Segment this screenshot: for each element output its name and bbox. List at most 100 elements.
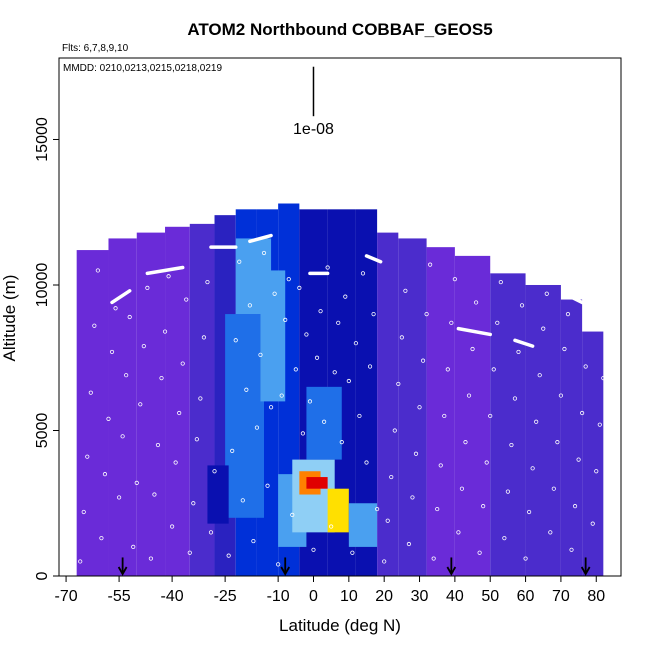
x-tick-label: -25 [214,588,237,605]
data-point [346,378,351,384]
data-point [470,346,475,352]
y-axis-label: Altitude (m) [0,275,19,362]
data-point [173,460,178,465]
data-point [512,396,518,401]
data-point [551,486,556,491]
heat-cell [76,250,109,576]
data-point [286,277,291,282]
x-tick-label: 80 [587,588,605,605]
data-point [389,474,394,480]
data-point [276,562,281,567]
x-tick-label: -55 [108,588,131,605]
data-point [152,492,157,497]
x-tick-label: 30 [411,588,429,605]
data-point [230,448,235,453]
data-point [449,320,454,325]
data-point [413,451,419,456]
arrow-head [580,566,591,576]
tropopause-layer [110,233,584,348]
data-point [580,410,585,416]
heat-cell [582,331,604,576]
chart-title: ATOM2 Northbound COBBAF_GEOS5 [187,20,492,39]
data-point [261,250,267,256]
data-point [527,509,532,515]
data-point [300,431,305,436]
tropopause-segment [110,289,132,305]
x-tick-label: 10 [340,588,358,605]
data-point [428,262,433,267]
data-point [244,387,249,392]
data-point [495,320,500,325]
scale-bar: 1e-08 [293,66,334,138]
data-point [541,326,546,331]
data-point [293,367,298,372]
data-point [463,440,468,445]
data-point [523,556,528,561]
data-point [131,544,136,549]
data-point [534,419,539,424]
data-point [187,550,192,555]
arrows-layer [117,557,591,576]
data-point [208,530,214,535]
data-point [124,373,129,378]
data-point [519,303,525,308]
data-point [392,428,397,433]
data-point [170,524,175,529]
heat-cell [426,247,455,576]
data-point [106,416,111,421]
data-point [191,501,196,506]
data-point [375,506,380,512]
heat-cell [398,238,427,576]
data-point [148,556,153,561]
data-point [145,285,150,290]
data-point [537,373,542,378]
data-point [569,547,574,552]
x-tick-label: 70 [552,588,570,605]
data-point [406,541,412,547]
data-point [226,553,231,558]
x-tick-label: -40 [161,588,184,605]
data-point [251,538,256,544]
data-point [258,352,263,357]
tropopause-segment [145,265,185,276]
data-point [325,265,330,270]
heat-cell [377,232,399,576]
data-point [456,530,461,535]
data-point [329,524,334,529]
arrow-head [117,566,128,576]
data-point [81,509,86,515]
data-point [138,402,143,407]
data-point [385,518,390,523]
data-point [304,332,309,337]
data-point [254,425,260,430]
data-point [594,469,599,474]
x-tick-label: -10 [267,588,290,605]
data-point [466,393,472,398]
data-point [95,268,100,273]
data-point [233,338,238,343]
data-point [332,370,337,375]
heat-cell [207,465,229,524]
heat-cell [260,270,286,402]
data-point [78,559,83,564]
data-point [396,381,401,387]
data-point [237,259,242,264]
data-point [194,437,199,442]
points-layer [78,250,606,567]
x-tick-label: 20 [375,588,393,605]
data-point [88,390,93,395]
data-point [562,346,567,352]
arrow-head [446,566,457,576]
data-point [297,285,302,290]
tropopause-segment [562,291,584,305]
data-point [516,349,521,355]
data-point [159,376,164,381]
data-point [350,550,355,555]
data-point [502,536,507,541]
data-point [314,355,320,360]
heat-cell [490,273,526,576]
x-tick-label: 40 [446,588,464,605]
x-tick-label: -70 [55,588,78,605]
data-point [120,434,125,439]
data-point [583,364,588,369]
